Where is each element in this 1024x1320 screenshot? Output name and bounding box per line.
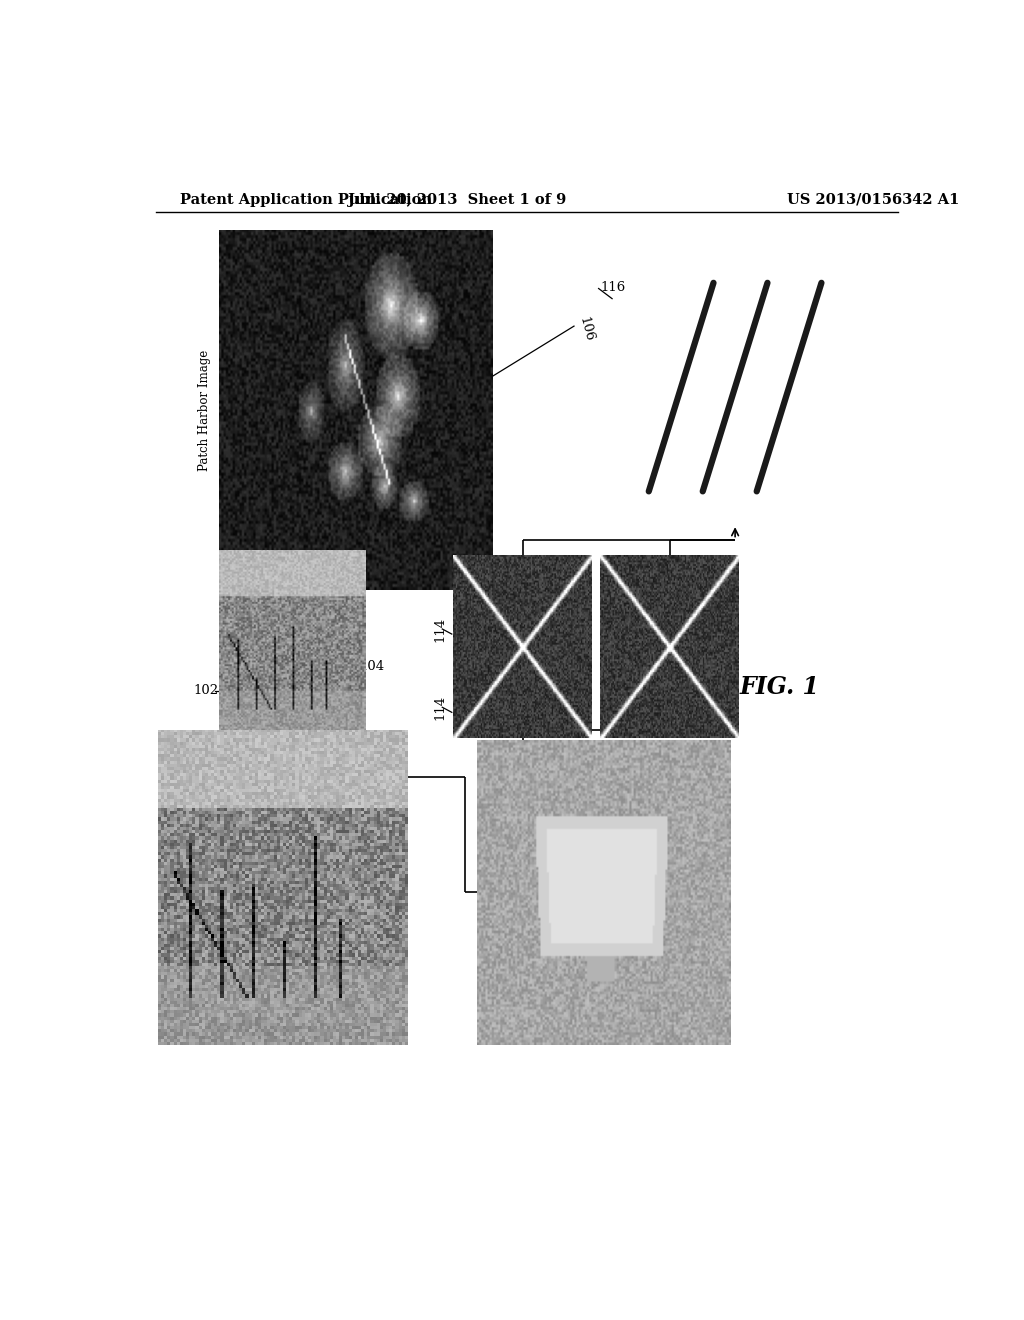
Text: 104: 104 [359,660,385,673]
Text: Patent Application Publication: Patent Application Publication [179,193,431,206]
Text: 110: 110 [467,612,492,626]
Text: 114: 114 [468,449,480,474]
Text: 112: 112 [649,612,675,626]
Text: Patch Harbor Image: Patch Harbor Image [199,350,212,471]
Text: 108: 108 [471,454,483,479]
Text: 114: 114 [433,694,446,719]
Text: US 2013/0156342 A1: US 2013/0156342 A1 [786,193,959,206]
Text: 114: 114 [433,616,446,642]
Text: Jun. 20, 2013  Sheet 1 of 9: Jun. 20, 2013 Sheet 1 of 9 [348,193,566,206]
Text: 100: 100 [301,561,326,574]
Text: 102: 102 [194,685,218,697]
Text: 116: 116 [600,281,626,294]
Text: FIG. 1: FIG. 1 [739,675,819,698]
Text: 106: 106 [577,315,596,343]
